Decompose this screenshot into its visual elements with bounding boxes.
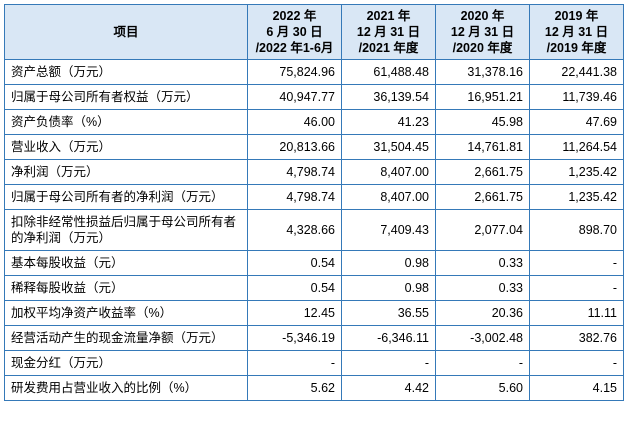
row-label: 扣除非经常性损益后归属于母公司所有者的净利润（万元）: [4, 209, 248, 251]
table-row: 基本每股收益（元） 0.54 0.98 0.33 -: [4, 250, 624, 276]
header-cell-period-2022: 2022 年 6 月 30 日 /2022 年1-6月: [247, 4, 342, 60]
row-label: 基本每股收益（元）: [4, 250, 248, 276]
table-row: 加权平均净资产收益率（%） 12.45 36.55 20.36 11.11: [4, 300, 624, 326]
cell-value: 11,264.54: [529, 134, 624, 160]
row-label: 经营活动产生的现金流量净额（万元）: [4, 325, 248, 351]
cell-value: -: [529, 350, 624, 376]
cell-value: 5.62: [247, 375, 342, 401]
cell-value: 20,813.66: [247, 134, 342, 160]
cell-value: 61,488.48: [341, 59, 436, 85]
cell-value: 0.54: [247, 275, 342, 301]
cell-value: 0.33: [435, 250, 530, 276]
cell-value: 0.33: [435, 275, 530, 301]
header-cell-period-2020: 2020 年 12 月 31 日 /2020 年度: [435, 4, 530, 60]
cell-value: -: [341, 350, 436, 376]
cell-value: 36,139.54: [341, 84, 436, 110]
cell-value: -3,002.48: [435, 325, 530, 351]
cell-value: 1,235.42: [529, 184, 624, 210]
cell-value: 46.00: [247, 109, 342, 135]
table-row: 研发费用占营业收入的比例（%） 5.62 4.42 5.60 4.15: [4, 375, 624, 401]
cell-value: 31,504.45: [341, 134, 436, 160]
cell-value: 4,798.74: [247, 159, 342, 185]
cell-value: 8,407.00: [341, 159, 436, 185]
cell-value: 12.45: [247, 300, 342, 326]
cell-value: -6,346.11: [341, 325, 436, 351]
cell-value: 8,407.00: [341, 184, 436, 210]
cell-value: 1,235.42: [529, 159, 624, 185]
row-label: 资产负债率（%）: [4, 109, 248, 135]
cell-value: 22,441.38: [529, 59, 624, 85]
cell-value: 47.69: [529, 109, 624, 135]
cell-value: 2,661.75: [435, 184, 530, 210]
table-row: 净利润（万元） 4,798.74 8,407.00 2,661.75 1,235…: [4, 159, 624, 185]
cell-value: 7,409.43: [341, 209, 436, 251]
cell-value: 36.55: [341, 300, 436, 326]
cell-value: 31,378.16: [435, 59, 530, 85]
cell-value: -: [247, 350, 342, 376]
table-row: 资产总额（万元） 75,824.96 61,488.48 31,378.16 2…: [4, 59, 624, 85]
header-cell-item: 项目: [4, 4, 248, 60]
cell-value: -: [435, 350, 530, 376]
cell-value: 0.54: [247, 250, 342, 276]
row-label: 归属于母公司所有者权益（万元）: [4, 84, 248, 110]
table-row: 归属于母公司所有者的净利润（万元） 4,798.74 8,407.00 2,66…: [4, 184, 624, 210]
row-label: 加权平均净资产收益率（%）: [4, 300, 248, 326]
cell-value: -5,346.19: [247, 325, 342, 351]
cell-value: 11.11: [529, 300, 624, 326]
table-row: 经营活动产生的现金流量净额（万元） -5,346.19 -6,346.11 -3…: [4, 325, 624, 351]
header-cell-period-2021: 2021 年 12 月 31 日 /2021 年度: [341, 4, 436, 60]
row-label: 净利润（万元）: [4, 159, 248, 185]
table-row: 现金分红（万元） - - - -: [4, 350, 624, 376]
financial-summary-table: 项目 2022 年 6 月 30 日 /2022 年1-6月 2021 年 12…: [4, 4, 624, 401]
table-row: 营业收入（万元） 20,813.66 31,504.45 14,761.81 1…: [4, 134, 624, 160]
cell-value: -: [529, 250, 624, 276]
row-label: 归属于母公司所有者的净利润（万元）: [4, 184, 248, 210]
row-label: 稀释每股收益（元）: [4, 275, 248, 301]
cell-value: 41.23: [341, 109, 436, 135]
cell-value: 20.36: [435, 300, 530, 326]
cell-value: 75,824.96: [247, 59, 342, 85]
cell-value: 4,798.74: [247, 184, 342, 210]
page: 项目 2022 年 6 月 30 日 /2022 年1-6月 2021 年 12…: [4, 4, 624, 401]
cell-value: 4,328.66: [247, 209, 342, 251]
cell-value: 40,947.77: [247, 84, 342, 110]
cell-value: 14,761.81: [435, 134, 530, 160]
row-label: 营业收入（万元）: [4, 134, 248, 160]
cell-value: 2,077.04: [435, 209, 530, 251]
row-label: 研发费用占营业收入的比例（%）: [4, 375, 248, 401]
header-cell-period-2019: 2019 年 12 月 31 日 /2019 年度: [529, 4, 624, 60]
cell-value: -: [529, 275, 624, 301]
table-row: 扣除非经常性损益后归属于母公司所有者的净利润（万元） 4,328.66 7,40…: [4, 209, 624, 251]
cell-value: 4.42: [341, 375, 436, 401]
cell-value: 898.70: [529, 209, 624, 251]
cell-value: 0.98: [341, 275, 436, 301]
table-row: 稀释每股收益（元） 0.54 0.98 0.33 -: [4, 275, 624, 301]
row-label: 资产总额（万元）: [4, 59, 248, 85]
cell-value: 16,951.21: [435, 84, 530, 110]
cell-value: 5.60: [435, 375, 530, 401]
cell-value: 382.76: [529, 325, 624, 351]
row-label: 现金分红（万元）: [4, 350, 248, 376]
table-row: 资产负债率（%） 46.00 41.23 45.98 47.69: [4, 109, 624, 135]
cell-value: 2,661.75: [435, 159, 530, 185]
cell-value: 45.98: [435, 109, 530, 135]
cell-value: 11,739.46: [529, 84, 624, 110]
header-row: 项目 2022 年 6 月 30 日 /2022 年1-6月 2021 年 12…: [4, 4, 624, 60]
cell-value: 4.15: [529, 375, 624, 401]
table-row: 归属于母公司所有者权益（万元） 40,947.77 36,139.54 16,9…: [4, 84, 624, 110]
cell-value: 0.98: [341, 250, 436, 276]
